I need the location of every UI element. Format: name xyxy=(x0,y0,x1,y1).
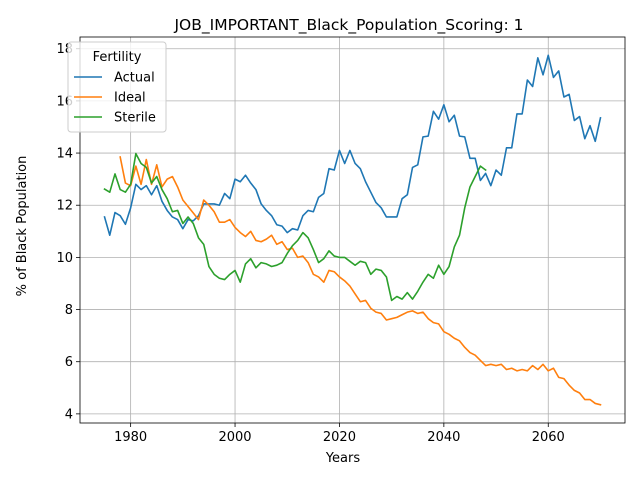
x-tick-label: 2000 xyxy=(218,430,251,445)
legend-entries: Actual Ideal Sterile xyxy=(74,71,156,126)
legend-label-sterile: Sterile xyxy=(114,111,156,126)
y-tick-label: 10 xyxy=(56,251,73,266)
legend-title: Fertility xyxy=(93,50,142,65)
y-tick-label: 8 xyxy=(65,303,73,318)
x-tick-label: 1980 xyxy=(114,430,147,445)
y-tick-label: 6 xyxy=(65,355,73,370)
x-axis-ticks: 1980 2000 2020 2040 2060 xyxy=(114,423,565,445)
x-tick-label: 2040 xyxy=(427,430,460,445)
series-lines xyxy=(103,54,602,406)
grid xyxy=(80,37,625,423)
y-tick-label: 14 xyxy=(56,147,73,162)
series-line-ideal xyxy=(119,156,602,406)
legend-label-actual: Actual xyxy=(114,71,155,86)
x-tick-label: 2060 xyxy=(532,430,565,445)
legend-box xyxy=(67,41,167,133)
series-line-sterile xyxy=(103,152,487,302)
series-line-actual xyxy=(103,54,602,237)
x-axis-label: Years xyxy=(325,451,361,466)
y-tick-label: 12 xyxy=(56,199,73,214)
plot-frame xyxy=(79,36,626,424)
legend-label-ideal: Ideal xyxy=(114,91,146,106)
y-tick-label: 4 xyxy=(65,407,73,422)
legend: Fertility Actual Ideal Sterile xyxy=(67,41,167,133)
chart-title: JOB_IMPORTANT_Black_Population_Scoring: … xyxy=(173,16,523,35)
y-axis-label: % of Black Population xyxy=(15,156,30,297)
x-tick-label: 2020 xyxy=(323,430,356,445)
